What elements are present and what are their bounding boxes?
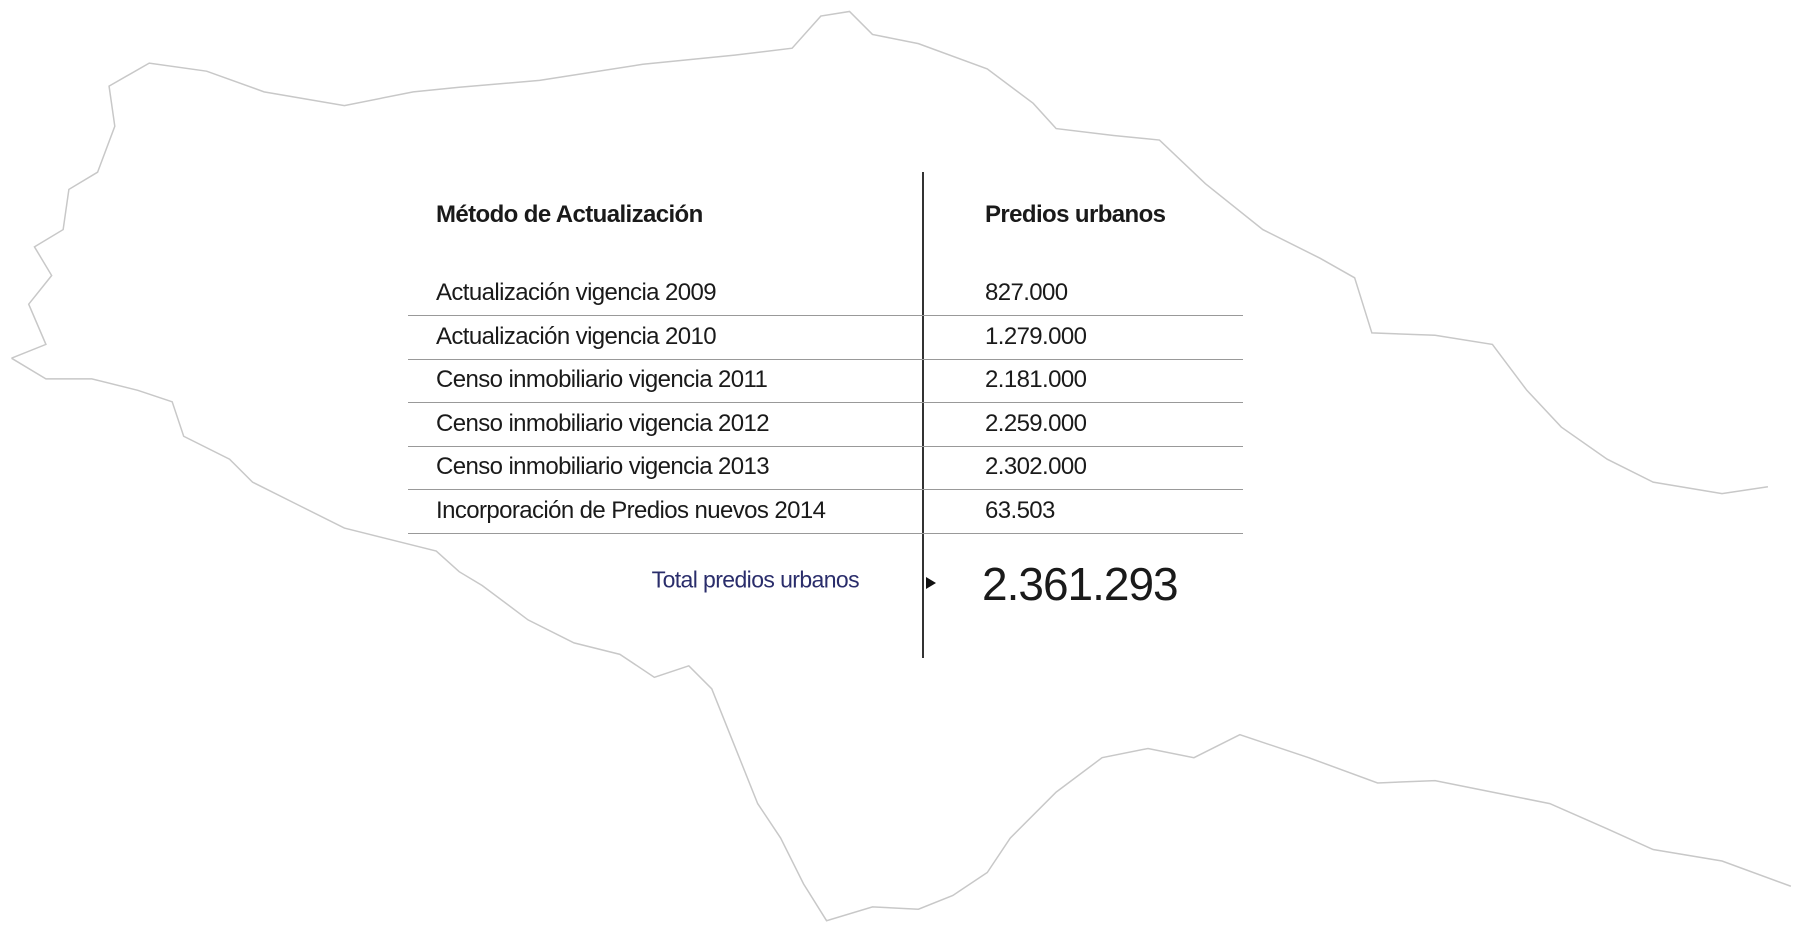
row-separator [408, 533, 1243, 534]
arrow-icon [926, 577, 936, 589]
row-separator [408, 358, 1243, 360]
row-value: 827.000 [985, 279, 1068, 306]
row-separator [408, 315, 1243, 316]
row-value: 63.503 [985, 497, 1055, 524]
row-label: Actualización vigencia 2009 [436, 279, 717, 306]
total-value: 2.361.293 [982, 558, 1179, 610]
column-divider [922, 172, 924, 658]
row-value: 1.279.000 [985, 322, 1087, 350]
row-label: Censo inmobiliario vigencia 2011 [436, 366, 768, 394]
row-separator [408, 489, 1243, 491]
row-label: Censo inmobiliario vigencia 2013 [436, 453, 770, 481]
row-separator [408, 402, 1243, 404]
row-value: 2.259.000 [985, 409, 1087, 437]
total-label: Total predios urbanos [651, 566, 860, 593]
row-label: Actualización vigencia 2010 [436, 322, 717, 350]
row-separator [408, 445, 1243, 447]
row-value: 2.181.000 [985, 366, 1087, 394]
row-label: Censo inmobiliario vigencia 2012 [436, 409, 770, 437]
header-cell: Método de Actualización [436, 201, 703, 228]
row-value: 2.302.000 [985, 453, 1087, 481]
row-label: Incorporación de Predios nuevos 2014 [436, 497, 826, 524]
header-cell: Predios urbanos [985, 201, 1166, 228]
